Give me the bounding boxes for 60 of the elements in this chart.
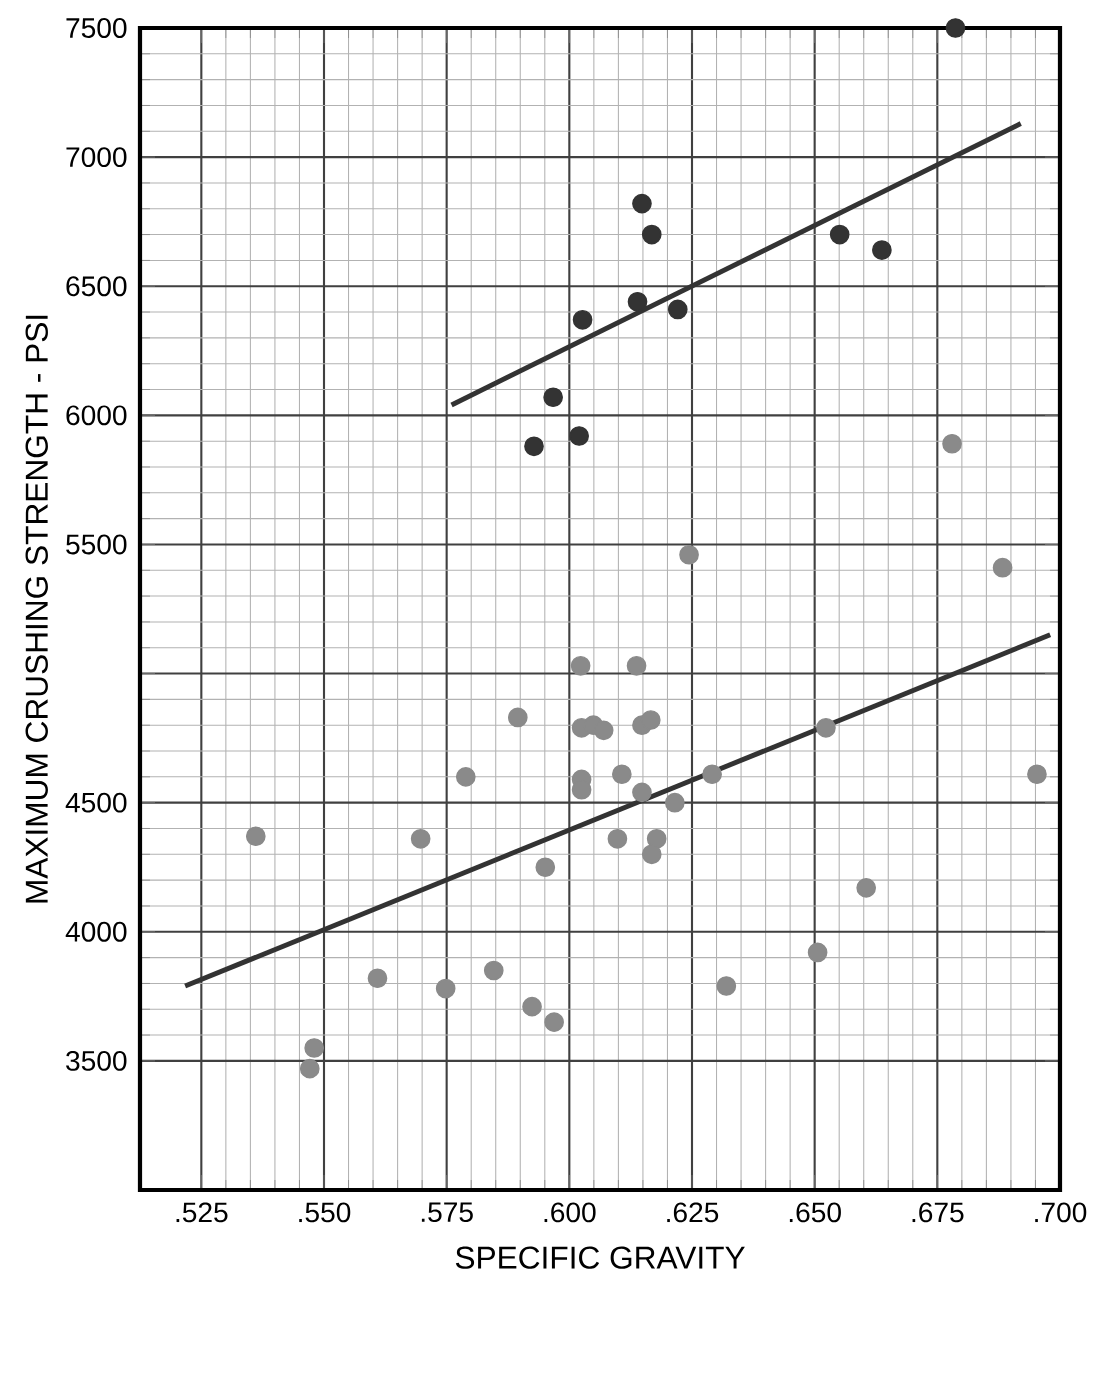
point bbox=[632, 782, 652, 803]
point bbox=[410, 828, 431, 849]
point bbox=[856, 878, 877, 898]
point bbox=[483, 960, 504, 981]
point bbox=[716, 976, 737, 996]
point bbox=[435, 978, 456, 999]
point bbox=[641, 224, 662, 245]
point bbox=[572, 309, 593, 330]
x-tick-label: .550 bbox=[299, 1202, 351, 1223]
point bbox=[524, 436, 544, 457]
y-tick-label: 7500 bbox=[66, 18, 127, 38]
y-tick-label: 7000 bbox=[66, 147, 127, 168]
point bbox=[872, 240, 892, 260]
y-tick-label: 6500 bbox=[66, 276, 127, 297]
point bbox=[455, 767, 476, 787]
y-tick-label: 6000 bbox=[66, 405, 127, 426]
point bbox=[299, 1058, 320, 1079]
point bbox=[507, 707, 528, 728]
point bbox=[543, 387, 563, 408]
point bbox=[1027, 764, 1047, 785]
x-tick-label: .575 bbox=[421, 1202, 473, 1223]
point bbox=[626, 655, 647, 676]
x-tick-label: .650 bbox=[789, 1202, 841, 1223]
x-tick-label: .700 bbox=[1035, 1202, 1087, 1223]
point bbox=[640, 710, 661, 730]
point bbox=[829, 224, 850, 245]
x-axis-title: SPECIFIC GRAVITY bbox=[455, 1246, 745, 1269]
point bbox=[593, 720, 614, 741]
point bbox=[627, 291, 648, 312]
point bbox=[667, 299, 688, 320]
point bbox=[607, 828, 628, 849]
point bbox=[367, 968, 388, 989]
point bbox=[945, 18, 966, 38]
point bbox=[679, 544, 699, 565]
x-tick-label: .525 bbox=[176, 1202, 228, 1223]
point bbox=[304, 1038, 325, 1058]
point bbox=[641, 844, 662, 865]
y-tick-label: 3500 bbox=[66, 1050, 127, 1071]
x-tick-label: .675 bbox=[912, 1202, 964, 1223]
point bbox=[245, 826, 266, 847]
point bbox=[611, 764, 632, 785]
point bbox=[664, 792, 685, 813]
y-tick-label: 4000 bbox=[65, 921, 127, 942]
point bbox=[942, 433, 962, 454]
point bbox=[569, 426, 589, 446]
y-axis-title: MAXIMUM CRUSHING STRENGTH - PSI bbox=[25, 315, 48, 903]
point bbox=[570, 655, 591, 676]
point bbox=[992, 557, 1013, 578]
point bbox=[702, 764, 722, 785]
x-tick-label: .600 bbox=[544, 1202, 596, 1223]
point bbox=[535, 857, 556, 878]
point bbox=[544, 1012, 564, 1033]
point bbox=[522, 996, 542, 1017]
point bbox=[646, 828, 667, 849]
x-tick-label: .625 bbox=[667, 1202, 719, 1223]
y-tick-label: 4500 bbox=[65, 792, 127, 813]
y-tick-label: 5500 bbox=[66, 534, 127, 555]
point bbox=[632, 193, 652, 214]
point bbox=[807, 942, 828, 963]
point bbox=[816, 717, 836, 738]
